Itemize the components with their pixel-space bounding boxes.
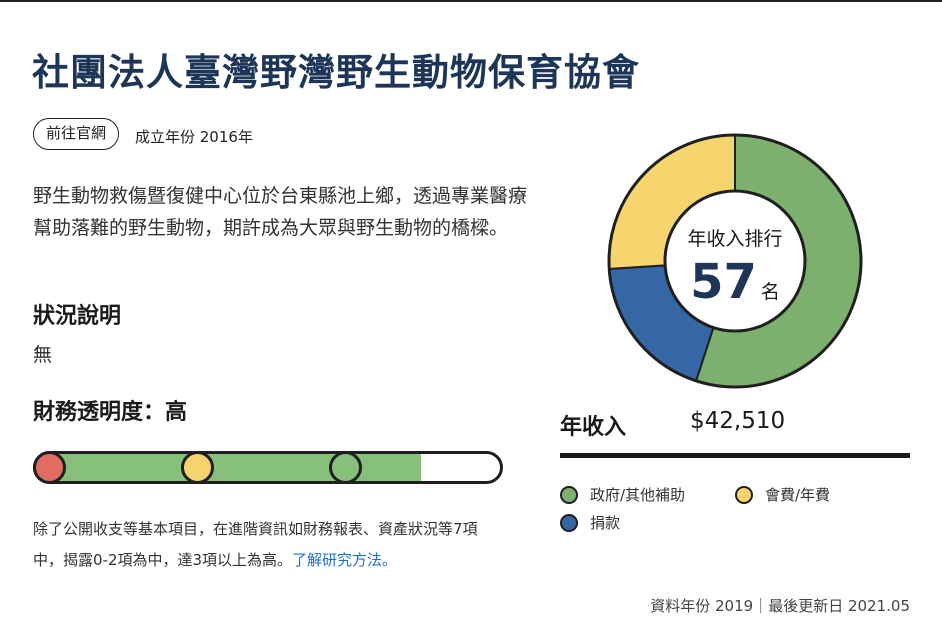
founded-year: 成立年份 2016年 <box>135 128 253 146</box>
legend-label: 捐款 <box>590 514 621 532</box>
transparency-bar <box>33 451 503 484</box>
transparency-marker-low <box>33 451 66 484</box>
transparency-note: 除了公開收支等基本項目，在進階資訊如財務報表、資產狀況等7項中，揭露0-2項為中… <box>33 514 503 576</box>
income-divider <box>560 453 910 458</box>
transparency-heading: 財務透明度：高 <box>33 400 188 425</box>
donut-center <box>663 189 807 333</box>
income-rank-value: 57 <box>690 254 757 310</box>
income-label: 年收入 <box>560 415 627 440</box>
income-value: $42,510 <box>690 408 786 434</box>
methodology-link[interactable]: 了解研究方法。 <box>292 551 398 569</box>
legend-swatch <box>560 513 578 532</box>
legend-swatch <box>735 485 753 504</box>
status-value: 無 <box>33 344 53 366</box>
transparency-marker-medium <box>181 451 214 484</box>
org-description: 野生動物救傷暨復健中心位於台東縣池上鄉，透過專業醫療幫助落難的野生動物，期許成為… <box>33 185 528 239</box>
transparency-marker-high <box>329 451 362 484</box>
legend-item-donation: 捐款 <box>560 512 620 533</box>
legend-item-membership: 會費/年費 <box>735 484 830 505</box>
transparency-note-text: 除了公開收支等基本項目，在進階資訊如財務報表、資產狀況等7項中，揭露0-2項為中… <box>33 520 478 569</box>
donut-outer-ring <box>607 133 863 389</box>
legend-label: 會費/年費 <box>765 486 831 504</box>
data-footer: 資料年份 2019｜最後更新日 2021.05 <box>650 597 910 615</box>
legend-item-government: 政府/其他補助 <box>560 484 685 505</box>
transparency-bar-fill <box>36 454 422 481</box>
income-donut-chart <box>607 133 863 389</box>
income-rank-label: 年收入排行 <box>687 228 783 250</box>
income-rank: 57 名 <box>606 254 864 310</box>
website-button[interactable]: 前往官網 <box>33 118 119 150</box>
legend-swatch <box>560 485 578 504</box>
income-rank-unit: 名 <box>760 281 780 303</box>
page-title: 社團法人臺灣野灣野生動物保育協會 <box>32 51 640 94</box>
legend-label: 政府/其他補助 <box>590 486 686 504</box>
status-heading: 狀況說明 <box>33 304 122 329</box>
